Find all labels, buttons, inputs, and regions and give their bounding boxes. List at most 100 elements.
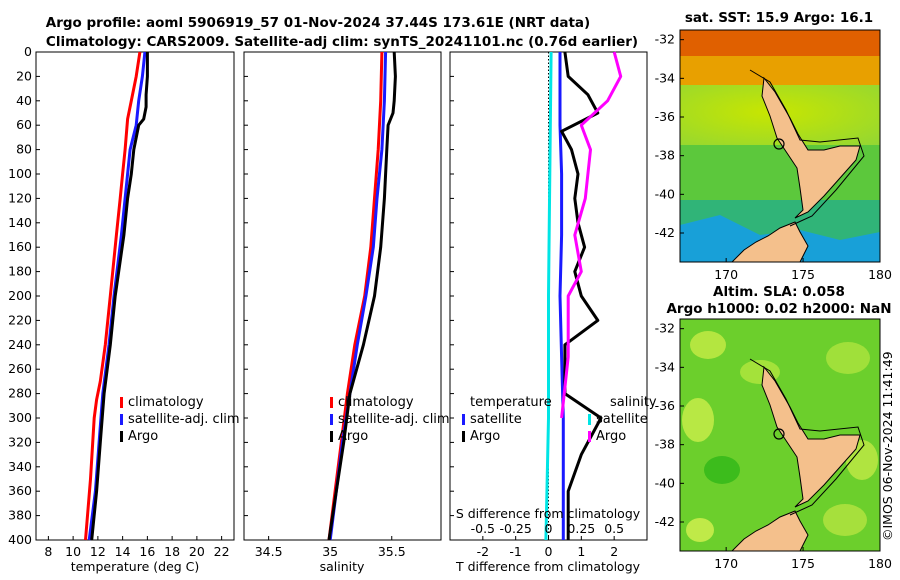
y-tick-label: 60 [16,117,32,132]
x-tick-label: 34.5 [255,544,283,559]
sst-map-panel: sat. SST: 15.9 Argo: 16.1 170 175 180 -32 -3… [655,10,892,282]
x-tick-label: 35.5 [378,544,406,559]
legend-swatch-climatology [120,397,123,408]
legend-swatch-s-argo [588,431,591,442]
y-tick-label: 360 [8,483,32,498]
north-island-land [761,76,861,219]
y-tick-label: 40 [16,93,32,108]
legend-label-t-argo: Argo [470,429,500,444]
map-y-tick-label: -32 [655,32,675,47]
map-y-tick-label: -34 [655,359,675,374]
x-tick-label: 12 [90,544,106,559]
y-tick-label: 120 [8,190,32,205]
y-tick-label: 400 [8,532,32,547]
salinity-series-group [327,51,397,541]
legend-label-argo: Argo [128,429,158,444]
legend-heading-salinity: salinity [610,395,657,410]
series-line-s-satellite [544,51,553,541]
x-tick-label: 10 [65,544,81,559]
x-tick-label: 22 [214,544,230,559]
legend-label-satellite: satellite-adj. clim [128,412,240,427]
temperature-series-group [84,51,149,541]
salinity-legend: climatology satellite-adj. clim Argo [330,395,450,444]
temperature-legend: climatology satellite-adj. clim Argo [120,395,240,444]
map-y-tick-label: -34 [655,70,675,85]
x-tick-label: 35 [322,544,338,559]
y-tick-label: 100 [8,166,32,181]
sst-map-frame [679,29,881,263]
sst-depth-contour [749,69,865,227]
sst-map-title: sat. SST: 15.9 Argo: 16.1 [685,10,873,26]
altimetry-anomaly [826,342,870,374]
y-tick-label: 220 [8,312,32,327]
x-tick-label: 14 [115,544,131,559]
y-tick-label: 20 [16,68,32,83]
x2-tick-label: 0.25 [567,521,595,536]
y-tick-label: 320 [8,434,32,449]
map-x-tick-label: 170 [714,267,738,282]
figure-title-line1: Argo profile: aoml 5906919_57 01-Nov-202… [46,15,590,31]
t-difference-xlabel: T difference from climatology [455,559,641,574]
y-tick-label: 300 [8,410,32,425]
legend-swatch-satellite [330,414,333,425]
altimetry-anomaly [682,398,714,442]
legend-swatch-s-satellite [588,414,591,425]
altimetry-map-title: Altim. SLA: 0.058 [713,284,845,300]
y-tick-label: 80 [16,142,32,157]
x-tick-label: 20 [189,544,205,559]
altimetry-map-panel: Altim. SLA: 0.058 Argo h1000: 0.02 h2000… [655,284,892,571]
map-y-tick-label: -36 [655,109,675,124]
x2-tick-label: -0.25 [499,521,531,536]
legend-heading-temperature: temperature [470,395,552,410]
map-y-tick-label: -38 [655,437,675,452]
salinity-panel: 34.5 35 35.5 salinity climatology satellit… [243,51,450,574]
altimetry-anomaly [823,504,867,536]
temperature-panel: 8 10 12 14 16 18 20 220204060801001201401601802… [8,44,239,574]
legend-swatch-satellite [120,414,123,425]
south-island-land [731,510,809,551]
south-island-land [731,221,809,262]
x-tick-label: 8 [44,544,52,559]
x-tick-label: -1 [509,544,521,559]
x2-tick-label: 0 [545,521,553,536]
legend-label-s-argo: Argo [596,429,626,444]
y-tick-label: 340 [8,459,32,474]
x-tick-label: 1 [577,544,585,559]
legend-swatch-climatology [330,397,333,408]
altimetry-anomaly [690,331,726,359]
x-tick-label: 18 [164,544,180,559]
legend-swatch-argo [120,431,123,442]
series-line-argo [90,52,149,541]
sst-argo-location-marker [773,138,785,150]
x-tick-label: 2 [610,544,618,559]
altimetry-depth-contour [749,358,865,516]
legend-label-t-satellite: satellite [470,412,522,427]
legend-swatch-argo [330,431,333,442]
map-y-tick-label: -40 [655,475,675,490]
legend-swatch-t-argo [462,431,465,442]
y-tick-label: 240 [8,337,32,352]
figure-title-line2: Climatology: CARS2009. Satellite-adj cli… [46,34,638,50]
sst-hot-band [680,30,880,56]
y-tick-label: 280 [8,386,32,401]
altimetry-map-subtitle: Argo h1000: 0.02 h2000: NaN [666,301,891,317]
map-x-tick-label: 180 [868,267,892,282]
map-x-tick-label: 175 [791,267,815,282]
x-tick-label: -2 [477,544,489,559]
map-y-tick-label: -32 [655,321,675,336]
map-y-tick-label: -38 [655,148,675,163]
map-y-tick-label: -42 [655,514,675,529]
x-tick-label: 0 [545,544,553,559]
y-tick-label: 380 [8,508,32,523]
legend-label-satellite: satellite-adj. clim [338,412,450,427]
x2-tick-label: -0.5 [471,521,495,536]
y-tick-label: 260 [8,361,32,376]
s-difference-label: S difference from climatology [456,506,641,521]
x-tick-label: 16 [139,544,155,559]
north-island-land [761,365,861,508]
legend-label-climatology: climatology [338,395,414,410]
map-x-tick-label: 170 [714,556,738,571]
legend-label-argo: Argo [338,429,368,444]
map-y-tick-label: -36 [655,398,675,413]
